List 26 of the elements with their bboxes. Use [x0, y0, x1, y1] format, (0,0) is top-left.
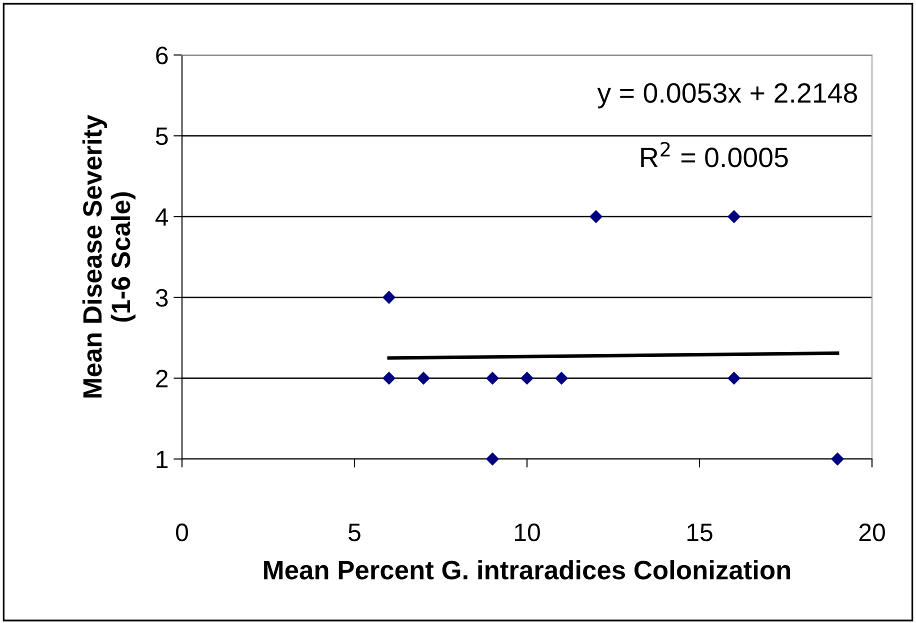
point [382, 290, 396, 304]
y-tick-label: 6 [156, 46, 168, 64]
x-tick-label: 10 [515, 524, 540, 542]
point [416, 372, 430, 385]
point [830, 452, 844, 466]
point [520, 372, 534, 385]
x-axis-title: Mean Percent G. intraradices Colonization [264, 560, 790, 580]
y-tick-label: 3 [156, 289, 168, 307]
x-tick-label: 5 [348, 524, 360, 542]
y-tick-label: 1 [156, 450, 168, 468]
point [727, 372, 741, 385]
x-tick-label: 20 [859, 524, 885, 542]
point [486, 452, 500, 466]
y-tick-label: 4 [155, 208, 168, 226]
point [727, 210, 741, 224]
x-tick-label: 0 [176, 524, 188, 542]
point [382, 372, 396, 385]
y-axis-title: Mean Disease Severity (1-6 Scale) [82, 114, 136, 398]
annotation: y = 0.0053x + 2.2148 [597, 83, 858, 108]
point [486, 372, 500, 385]
point [589, 210, 603, 224]
point [554, 372, 568, 385]
x-tick-label: 15 [688, 524, 712, 542]
y-tick-label: 5 [156, 128, 168, 146]
annotation: R$^{2}$ = 0.0005 [641, 142, 788, 168]
y-tick-label: 2 [156, 370, 168, 388]
